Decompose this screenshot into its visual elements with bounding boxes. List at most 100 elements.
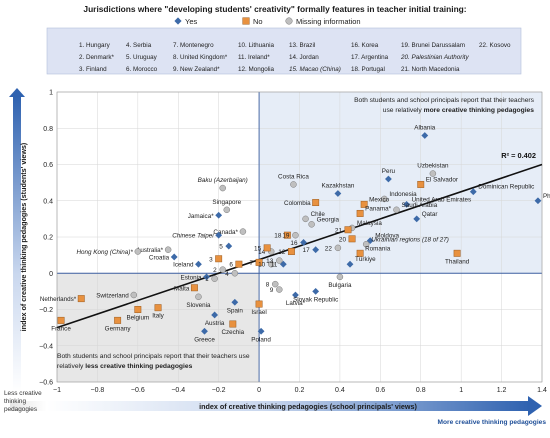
x-tick-label: −0.6 xyxy=(131,387,145,394)
point-marker xyxy=(57,316,65,324)
key-item: 12. Mongolia xyxy=(238,66,275,73)
point-marker xyxy=(195,260,202,268)
point-marker xyxy=(308,221,315,228)
key-item: 21. North Macedonia xyxy=(401,66,460,73)
point-label: Philippines xyxy=(543,193,550,200)
legend-marker-missing xyxy=(285,17,293,25)
point-label: Malta xyxy=(174,285,190,292)
legend-label-yes: Yes xyxy=(185,17,197,26)
point-marker xyxy=(283,231,291,239)
point-marker xyxy=(356,249,364,257)
point-marker xyxy=(77,295,85,303)
point-marker xyxy=(413,215,421,223)
key-item: 18. Portugal xyxy=(351,66,385,73)
point-label: Romania xyxy=(365,245,391,252)
point-label: 12 xyxy=(278,249,286,256)
point-marker xyxy=(134,248,142,255)
point-marker xyxy=(211,311,219,319)
point-marker xyxy=(134,306,142,313)
point-marker xyxy=(290,181,297,188)
point-label: Uzbekistan xyxy=(417,163,449,170)
point-marker xyxy=(229,320,237,328)
point-label: Hong Kong (China)* xyxy=(76,249,133,256)
point-marker xyxy=(164,246,172,253)
x-axis-less-bar xyxy=(10,401,47,411)
x-tick-label: −1 xyxy=(53,387,61,394)
point-marker xyxy=(154,304,162,312)
point-marker xyxy=(170,253,178,261)
key-item: 8. United Kingdom* xyxy=(173,54,228,61)
point-label: Qatar xyxy=(422,211,438,218)
point-marker xyxy=(223,206,230,214)
key-item: 15. Macao (China) xyxy=(289,66,341,73)
legend-label-no: No xyxy=(253,17,263,26)
y-axis-gradient-bar xyxy=(13,96,21,392)
point-label: Italy xyxy=(152,313,164,320)
point-marker xyxy=(190,284,198,292)
key-item: 6. Morocco xyxy=(126,66,158,73)
point-label: Colombia xyxy=(284,200,311,207)
key-item: 7. Montenegro xyxy=(173,42,214,49)
legend-marker-no xyxy=(242,17,250,25)
point-marker xyxy=(225,242,233,250)
point-marker xyxy=(346,260,354,268)
quadrant-note-bottom-left-line1: Both students and school principals repo… xyxy=(57,353,250,360)
point-label: Croatia xyxy=(149,254,170,261)
point-label: Canada* xyxy=(213,229,238,236)
point-marker xyxy=(292,291,299,299)
point-label: 5 xyxy=(219,244,223,251)
point-label: 4 xyxy=(225,271,229,278)
y-tick-label: 1 xyxy=(49,90,53,97)
point-marker xyxy=(130,291,138,299)
point-label: Poland xyxy=(251,336,271,343)
point-label: Indonesia xyxy=(389,191,417,198)
point-marker xyxy=(215,231,223,239)
point-marker xyxy=(312,199,320,207)
point-label: Chile xyxy=(311,211,326,218)
point-label: Slovenia xyxy=(186,302,211,309)
point-label: Latvia* xyxy=(286,300,306,307)
point-marker xyxy=(336,273,344,281)
point-label: 6 xyxy=(229,262,233,269)
key-item: 14. Jordan xyxy=(289,54,319,61)
x-axis-arrowhead xyxy=(528,396,542,416)
point-marker xyxy=(272,280,279,288)
key-item: 11. Ireland* xyxy=(238,54,270,61)
point-marker xyxy=(381,195,388,203)
x-tick-label: −0.4 xyxy=(171,387,185,394)
point-label: Iceland xyxy=(173,262,194,269)
point-label: Switzerland xyxy=(96,293,129,300)
point-label: Israel xyxy=(251,309,266,316)
x-axis-less-label: Less creative thinking pedagogies xyxy=(4,390,42,413)
point-marker xyxy=(312,246,320,254)
point-label: Ukrainian regions (18 of 27) xyxy=(371,236,449,243)
quadrant-note-bottom-left-line2: relatively less creative thinking pedago… xyxy=(57,363,193,370)
point-label: 3 xyxy=(209,256,213,263)
point-label: United Arab Emirates xyxy=(412,196,472,203)
point-label: 11 xyxy=(271,262,278,269)
y-tick-label: 0 xyxy=(49,271,53,278)
x-tick-label: 0.6 xyxy=(375,387,385,394)
x-tick-label: 1.4 xyxy=(537,387,547,394)
point-label: Moldova xyxy=(375,233,399,240)
point-marker xyxy=(403,200,411,208)
key-item: 22. Kosovo xyxy=(479,42,511,49)
point-label: Australia* xyxy=(136,247,163,254)
point-label: Mexico xyxy=(369,196,389,203)
y-axis-arrowhead xyxy=(9,88,25,97)
point-label: Türkiye xyxy=(355,256,376,263)
point-label: 10 xyxy=(258,262,266,269)
quadrant-bottom-left xyxy=(57,273,260,382)
point-marker xyxy=(469,188,477,196)
point-label: 2 xyxy=(213,267,217,274)
point-label: 8 xyxy=(266,282,270,289)
point-marker xyxy=(231,270,239,277)
y-axis-title: index of creative thinking pedagogies (s… xyxy=(19,142,28,331)
point-label: Chinese Taipei xyxy=(172,233,214,240)
point-marker xyxy=(263,244,271,252)
x-tick-label: 0 xyxy=(257,387,261,394)
point-label: 20 xyxy=(339,236,347,243)
key-item: 16. Korea xyxy=(351,42,379,49)
point-marker xyxy=(453,249,461,257)
